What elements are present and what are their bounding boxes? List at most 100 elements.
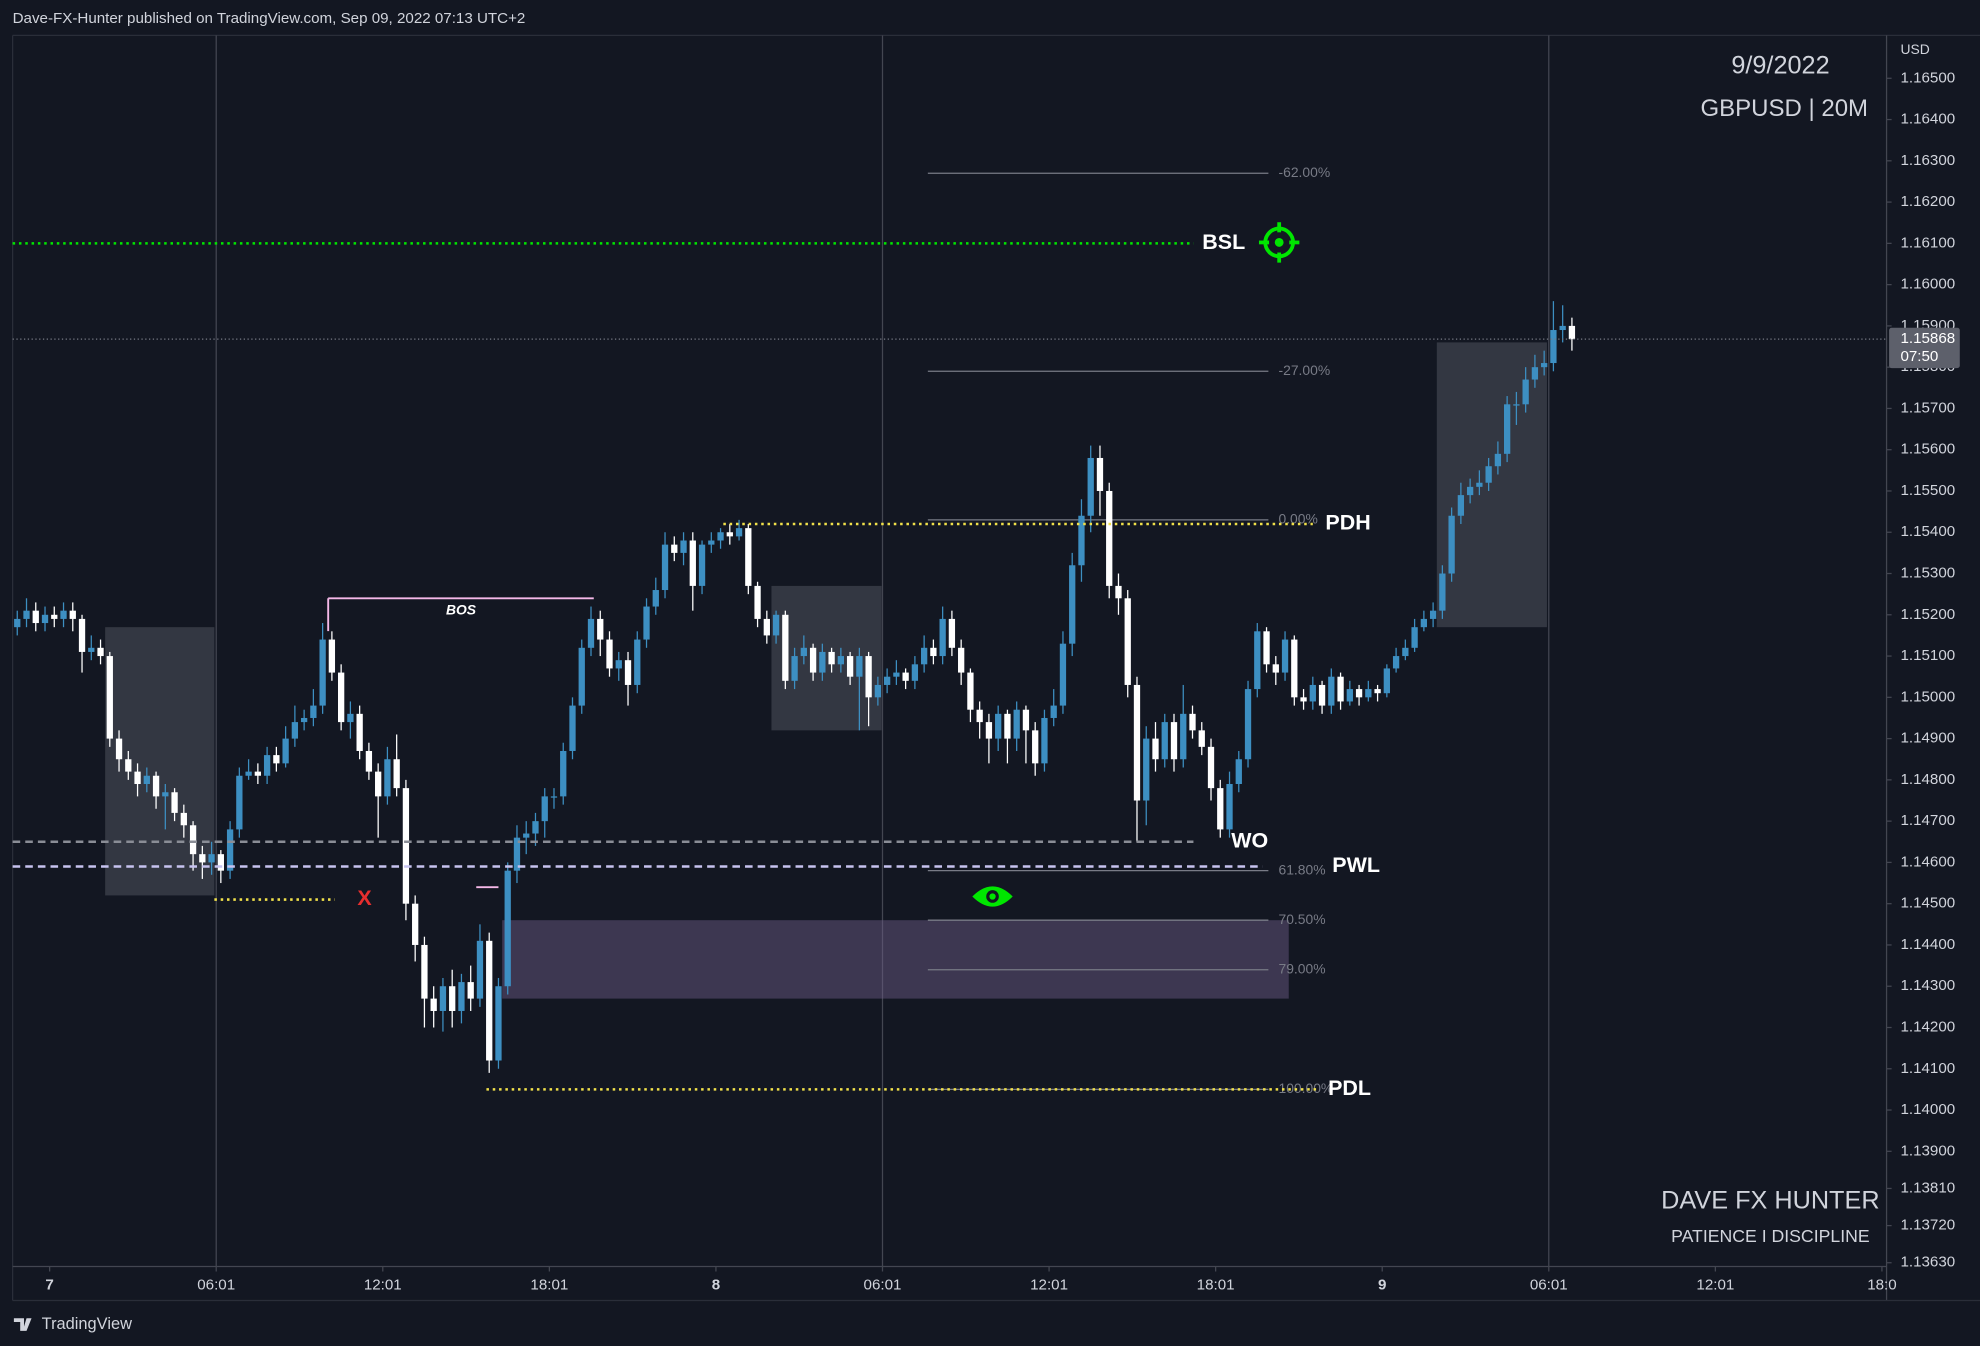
- candle-body: [1152, 738, 1159, 760]
- fib-label: -27.00%: [1278, 362, 1330, 378]
- candle-body: [1485, 466, 1492, 483]
- currency-label: USD: [1900, 41, 1929, 57]
- candle-body: [763, 618, 770, 636]
- y-tick-label: 1.14500: [1900, 895, 1955, 912]
- candle-body: [1420, 618, 1428, 628]
- candle-body: [273, 755, 280, 764]
- candle-body: [1133, 684, 1141, 801]
- candle-body: [1522, 379, 1529, 405]
- candle-body: [717, 532, 724, 541]
- candle-body: [310, 705, 317, 718]
- y-tick-label: 1.13900: [1900, 1142, 1955, 1159]
- candle-body: [1476, 482, 1483, 487]
- x-tick-label: 12:01: [1696, 1276, 1734, 1293]
- candle-body: [125, 759, 132, 772]
- candle-body: [1346, 689, 1353, 702]
- candle-body: [263, 755, 271, 776]
- y-tick-label: 1.13720: [1900, 1217, 1955, 1234]
- candle-body: [1180, 713, 1187, 760]
- candle-body: [291, 722, 299, 739]
- candle-body: [106, 656, 113, 739]
- candle-body: [1226, 784, 1233, 830]
- y-tick-label: 1.14200: [1900, 1018, 1955, 1035]
- level-label: BSL: [1202, 230, 1245, 254]
- watermark: DAVE FX HUNTER: [1661, 1187, 1879, 1215]
- candle-body: [1022, 709, 1030, 731]
- candle-body: [143, 775, 150, 785]
- candle-body: [1328, 676, 1335, 706]
- y-tick-label: 1.15200: [1900, 606, 1955, 623]
- candle-body: [449, 986, 456, 1011]
- last-price-tag: [1889, 327, 1960, 369]
- candle-body: [513, 837, 521, 871]
- zone: [771, 585, 882, 731]
- x-tick-label: 06:01: [864, 1276, 902, 1293]
- chart-title: GBPUSD | 20M: [1701, 95, 1869, 122]
- candle-body: [671, 544, 678, 553]
- y-tick-label: 1.15400: [1900, 523, 1955, 540]
- candle-body: [532, 821, 539, 834]
- candle-body: [856, 656, 863, 677]
- candle-body: [319, 639, 326, 706]
- candle-body: [846, 656, 854, 677]
- candle-body: [254, 771, 262, 776]
- candle-body: [772, 614, 780, 636]
- candle-body: [948, 618, 956, 648]
- candle-body: [199, 854, 206, 863]
- candle-body: [1032, 730, 1039, 764]
- candle-body: [88, 647, 95, 652]
- y-tick-label: 1.15300: [1900, 565, 1955, 582]
- fib-label: -62.00%: [1278, 164, 1330, 180]
- candle-body: [1503, 404, 1511, 454]
- x-tick-label: 18:0: [1867, 1276, 1896, 1293]
- candle-body: [97, 647, 104, 657]
- candle-body: [1041, 717, 1048, 764]
- candle-body: [1457, 495, 1465, 516]
- candle-body: [69, 610, 76, 619]
- candle-body: [365, 750, 373, 772]
- publish-header: Dave-FX-Hunter published on TradingView.…: [13, 10, 526, 27]
- candle-body: [1383, 668, 1390, 694]
- y-tick-label: 1.13810: [1900, 1179, 1955, 1196]
- level-label: PWL: [1332, 853, 1380, 877]
- candle-body: [809, 647, 817, 673]
- candle-body: [356, 713, 363, 751]
- candle-body: [735, 528, 743, 537]
- candle-body: [1106, 490, 1113, 586]
- level-label: PDH: [1325, 511, 1370, 535]
- y-tick-label: 1.16300: [1900, 152, 1955, 169]
- candle-body: [495, 986, 502, 1061]
- candle-body: [245, 771, 252, 776]
- candle-body: [800, 647, 807, 657]
- candle-body: [661, 544, 669, 591]
- y-tick-label: 1.16500: [1900, 69, 1955, 86]
- candle-body: [1439, 573, 1446, 611]
- last-price-label: 1.15868: [1900, 330, 1955, 347]
- candle-body: [347, 713, 354, 723]
- candle-body: [504, 870, 511, 987]
- x-tick-label: 12:01: [364, 1276, 402, 1293]
- candle-body: [1207, 746, 1215, 789]
- candle-body: [1004, 713, 1011, 739]
- x-tick-label: 06:01: [1530, 1276, 1568, 1293]
- candle-body: [1550, 330, 1557, 364]
- candle-body: [421, 944, 428, 999]
- candle-body: [486, 940, 493, 1061]
- y-tick-label: 1.15700: [1900, 399, 1955, 416]
- candle-body: [985, 722, 993, 739]
- y-tick-label: 1.15100: [1900, 647, 1955, 664]
- y-tick-label: 1.14900: [1900, 730, 1955, 747]
- candle-body: [708, 540, 715, 545]
- tagline: PATIENCE I DISCIPLINE: [1671, 1226, 1870, 1246]
- candle-body: [23, 610, 30, 619]
- y-tick-label: 1.16200: [1900, 193, 1955, 210]
- y-tick-label: 1.15600: [1900, 441, 1955, 458]
- candle-body: [402, 788, 410, 904]
- candle-body: [541, 796, 548, 822]
- candle-body: [14, 618, 21, 628]
- candle-body: [1013, 709, 1020, 739]
- candle-body: [458, 982, 465, 1011]
- candle-body: [1365, 689, 1372, 698]
